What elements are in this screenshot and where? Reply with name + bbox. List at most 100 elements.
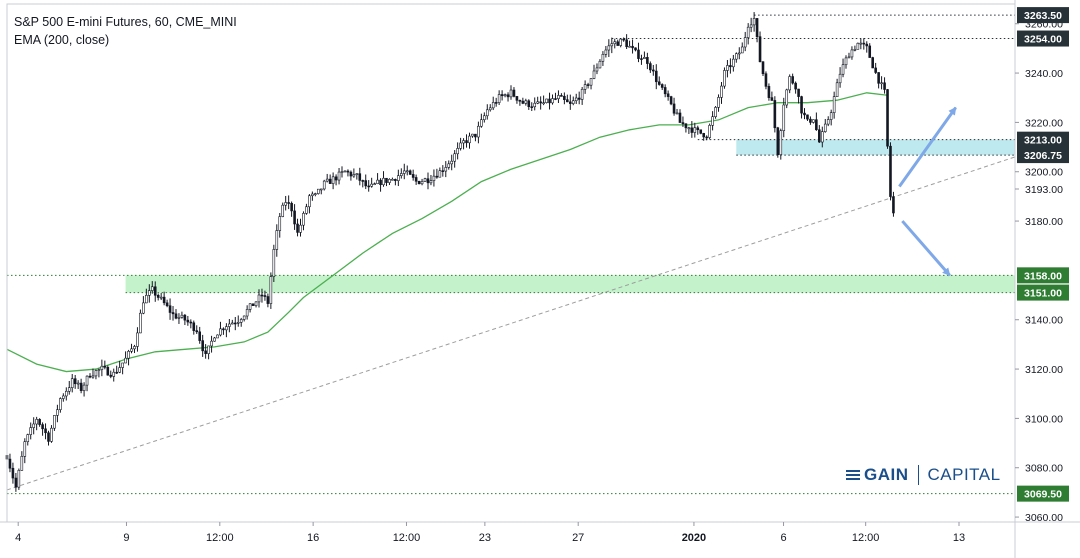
candle xyxy=(82,382,86,397)
candle-body xyxy=(518,99,522,102)
candle xyxy=(53,414,56,431)
price-label-bg xyxy=(1017,147,1069,164)
price-axis[interactable]: 3060.00 3080.00 3100.00 3120.00 3140.00 3180.… xyxy=(1015,19,1063,524)
candle-body xyxy=(761,61,765,75)
gain-capital-logo: GAIN CAPITAL xyxy=(846,465,1001,485)
candle-body xyxy=(726,65,729,71)
candle xyxy=(411,169,415,181)
candle-body xyxy=(414,177,418,182)
candle xyxy=(669,95,673,106)
time-axis[interactable]: 4 9 12:00 16 12:00 23 27 2020 6 12:00 13 xyxy=(15,522,965,544)
candle-body xyxy=(242,315,246,320)
candle-body xyxy=(349,171,353,177)
candle-body xyxy=(248,303,252,310)
candle xyxy=(361,179,365,188)
candle xyxy=(420,178,424,186)
candle xyxy=(545,98,548,104)
candle xyxy=(785,88,789,109)
candle-body xyxy=(714,107,717,117)
candle-body xyxy=(791,76,794,84)
candle-body xyxy=(699,129,703,134)
candle xyxy=(806,114,809,121)
arrows-layer xyxy=(898,106,957,277)
price-label-bg xyxy=(1017,485,1069,502)
candle-body xyxy=(625,39,628,48)
candle-body xyxy=(254,301,258,306)
candle-body xyxy=(844,57,848,66)
candle-body xyxy=(343,170,347,173)
candle-body xyxy=(97,369,101,371)
candle xyxy=(607,39,611,58)
candle-body xyxy=(646,57,649,64)
y-tick-label: 3140.00 xyxy=(1025,315,1063,327)
x-tick-label: 9 xyxy=(123,532,129,544)
candle xyxy=(85,375,89,392)
candle xyxy=(773,96,777,133)
candle xyxy=(325,173,329,183)
x-tick-label: 12:00 xyxy=(206,532,234,544)
candle xyxy=(314,192,317,197)
candle-body xyxy=(225,326,228,331)
candle-body xyxy=(456,148,459,155)
candle xyxy=(820,126,824,148)
candle xyxy=(477,121,480,144)
candle-body xyxy=(44,428,47,434)
candle-body xyxy=(236,322,240,324)
candle-body xyxy=(85,375,89,386)
candle-body xyxy=(453,153,456,162)
down-arrow xyxy=(901,220,951,277)
candle-body xyxy=(829,112,833,120)
candle xyxy=(690,121,694,138)
candle-body xyxy=(874,67,877,73)
candle-body xyxy=(871,57,874,69)
candle-body xyxy=(693,127,697,133)
candle-body xyxy=(563,95,566,100)
y-tick-label: 3193.00 xyxy=(1025,184,1063,196)
candle xyxy=(305,203,308,215)
candle-body xyxy=(663,87,667,95)
candle xyxy=(100,359,104,377)
candle-body xyxy=(337,171,341,181)
price-label-text: 3206.75 xyxy=(1024,150,1062,162)
candle xyxy=(803,108,806,120)
candle-body xyxy=(818,129,821,143)
candle xyxy=(302,211,305,231)
candle xyxy=(225,323,228,338)
candle-body xyxy=(142,302,145,314)
candle-body xyxy=(67,387,71,392)
candle xyxy=(432,169,436,187)
candle-body xyxy=(806,114,809,120)
candle xyxy=(447,160,451,170)
candle xyxy=(865,41,869,53)
candle-body xyxy=(53,415,56,429)
candle xyxy=(652,64,655,76)
candle-body xyxy=(542,102,545,104)
candle-body xyxy=(812,119,815,123)
candle xyxy=(35,416,38,431)
candle-body xyxy=(432,175,436,181)
logo-product: CAPITAL xyxy=(927,465,1001,484)
candle-body xyxy=(100,365,104,370)
candle xyxy=(88,373,92,379)
candle-body xyxy=(64,390,68,397)
candle xyxy=(853,45,857,52)
candle-body xyxy=(696,127,700,131)
candle-body xyxy=(370,183,373,187)
price-label-3158.00: 3158.00 xyxy=(1017,267,1069,284)
candle-body xyxy=(32,423,35,428)
candle xyxy=(331,172,335,190)
price-label-text: 3254.00 xyxy=(1024,34,1062,46)
candle-body xyxy=(782,104,786,132)
candle xyxy=(373,182,376,186)
candle xyxy=(868,43,872,58)
candle xyxy=(334,174,338,186)
candle xyxy=(850,46,854,60)
candle-body xyxy=(296,223,299,233)
candle xyxy=(577,91,581,105)
candle xyxy=(67,380,71,395)
candle xyxy=(506,92,510,102)
candle xyxy=(818,125,821,143)
candle-body xyxy=(749,24,753,28)
candle-body xyxy=(272,249,276,277)
